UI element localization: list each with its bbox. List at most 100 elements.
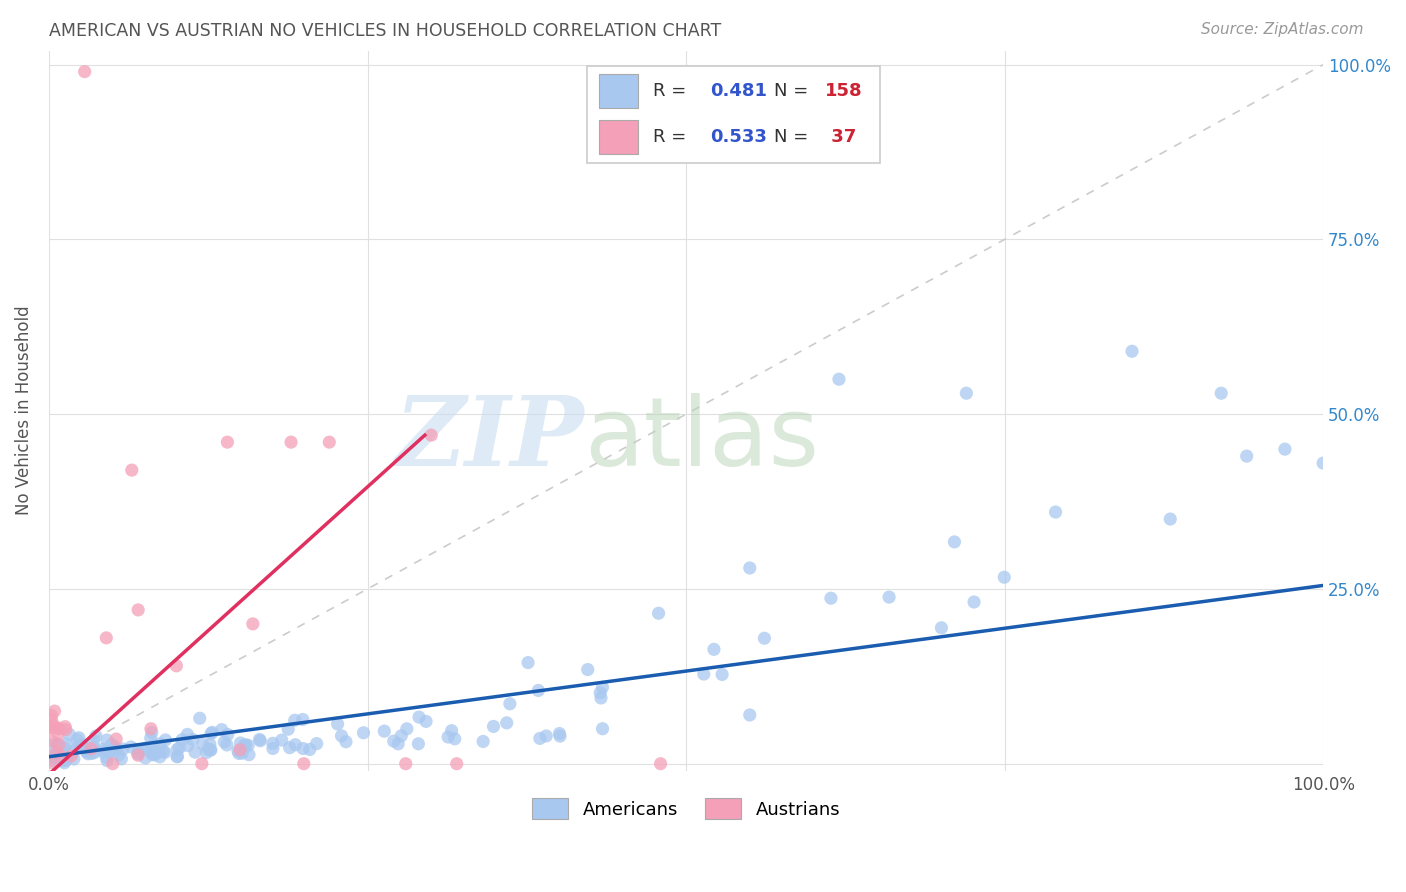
Point: [472, 734, 495, 748]
Point: [45, 745, 67, 759]
Point: [353, 725, 375, 739]
Point: [1312, 456, 1334, 470]
Point: [1274, 442, 1296, 457]
Point: [153, 745, 176, 759]
Point: [181, 732, 204, 747]
Point: [52, 754, 75, 768]
Point: [191, 737, 214, 751]
Point: [197, 742, 219, 756]
Point: [82, 740, 104, 755]
Point: [249, 732, 271, 747]
Point: [143, 747, 166, 761]
Text: AMERICAN VS AUSTRIAN NO VEHICLES IN HOUSEHOLD CORRELATION CHART: AMERICAN VS AUSTRIAN NO VEHICLES IN HOUS…: [49, 22, 721, 40]
Point: [41, 721, 63, 735]
Point: [96, 750, 118, 764]
Point: [142, 745, 165, 759]
Point: [49, 739, 72, 754]
Point: [169, 741, 191, 756]
Point: [83, 745, 105, 759]
Point: [214, 735, 236, 749]
Point: [148, 745, 170, 759]
Point: [104, 743, 127, 757]
Point: [80, 747, 103, 761]
Point: [1045, 505, 1067, 519]
Point: [191, 756, 214, 771]
Point: [292, 741, 315, 756]
Point: [42, 749, 65, 764]
Point: [217, 727, 239, 741]
Point: [373, 724, 395, 739]
Point: [877, 590, 900, 604]
Point: [108, 747, 131, 762]
Point: [420, 428, 443, 442]
Point: [233, 739, 256, 753]
Point: [55, 723, 77, 737]
Point: [69, 737, 91, 751]
Point: [96, 631, 118, 645]
Point: [548, 726, 571, 740]
Point: [389, 729, 412, 743]
Point: [63, 752, 86, 766]
Point: [828, 372, 851, 386]
Point: [693, 667, 716, 681]
Point: [53, 720, 76, 734]
Point: [96, 733, 118, 747]
Point: [60, 749, 83, 764]
Point: [55, 753, 77, 767]
Point: [67, 731, 90, 745]
Point: [166, 749, 188, 764]
Point: [931, 621, 953, 635]
Point: [647, 606, 669, 620]
Point: [62, 745, 84, 759]
Point: [53, 756, 76, 770]
Point: [139, 722, 162, 736]
Point: [335, 735, 357, 749]
Point: [188, 711, 211, 725]
Text: 158: 158: [825, 82, 863, 100]
Point: [277, 722, 299, 736]
Point: [48, 721, 70, 735]
Text: 0.533: 0.533: [710, 128, 768, 145]
Point: [127, 748, 149, 763]
Point: [387, 737, 409, 751]
Point: [495, 715, 517, 730]
Point: [395, 722, 418, 736]
Point: [963, 595, 986, 609]
Point: [330, 729, 353, 743]
Point: [58, 728, 80, 742]
Point: [754, 632, 776, 646]
Point: [318, 435, 340, 450]
Point: [143, 747, 166, 762]
Point: [591, 681, 613, 695]
Point: [527, 683, 550, 698]
Text: 0.481: 0.481: [710, 82, 768, 100]
Point: [738, 561, 761, 575]
Point: [262, 741, 284, 756]
Point: [48, 738, 70, 752]
Point: [249, 733, 271, 747]
Point: [42, 719, 65, 733]
Point: [408, 737, 430, 751]
Point: [292, 756, 315, 771]
Point: [53, 740, 76, 755]
Point: [443, 731, 465, 746]
Point: [105, 732, 128, 747]
Point: [166, 749, 188, 764]
Point: [73, 740, 96, 755]
Point: [534, 729, 557, 743]
Point: [176, 727, 198, 741]
Point: [141, 746, 163, 760]
Point: [76, 745, 98, 759]
Text: Source: ZipAtlas.com: Source: ZipAtlas.com: [1201, 22, 1364, 37]
Point: [326, 717, 349, 731]
Point: [589, 691, 612, 706]
Point: [91, 744, 114, 758]
Point: [284, 738, 307, 752]
Point: [98, 745, 121, 759]
Point: [711, 667, 734, 681]
Point: [41, 753, 63, 767]
Point: [415, 714, 437, 729]
Text: N =: N =: [773, 128, 814, 145]
Point: [72, 738, 94, 752]
Point: [201, 725, 224, 739]
